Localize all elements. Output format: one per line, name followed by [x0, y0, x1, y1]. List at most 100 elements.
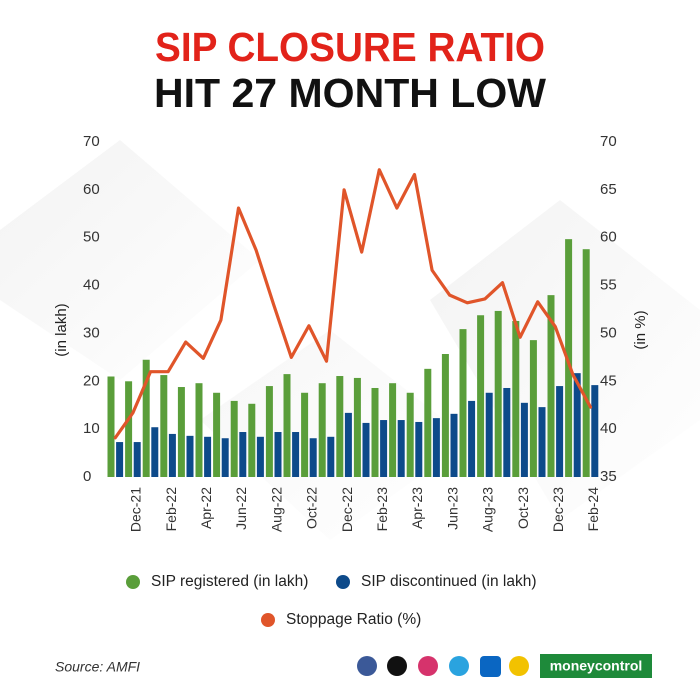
bg-shape — [200, 330, 470, 540]
y-axis-title: (in lakh) — [53, 303, 70, 356]
legend-swatch — [261, 613, 275, 627]
icon — [449, 656, 469, 676]
bar — [503, 387, 511, 477]
bar — [274, 432, 282, 477]
bar — [397, 420, 405, 477]
bar — [116, 442, 124, 477]
bar — [230, 400, 238, 477]
y2-axis-title: (in %) — [632, 310, 649, 349]
x-tick-label: Feb-22 — [163, 487, 179, 532]
bar — [591, 385, 599, 477]
y2-tick-label: 55 — [600, 277, 617, 294]
bar — [204, 436, 212, 477]
bar — [248, 403, 256, 477]
bar — [125, 381, 133, 477]
bar — [512, 320, 520, 477]
y2-tick-label: 60 — [600, 229, 617, 246]
x-tick-label: Dec-23 — [550, 487, 566, 532]
bar — [477, 315, 485, 477]
bar — [265, 386, 273, 477]
bar — [309, 438, 317, 477]
bar — [432, 418, 440, 477]
y2-tick-label: 40 — [600, 420, 617, 437]
bar — [380, 420, 388, 477]
plot-area: 0 10 20 30 40 50 60 70 35 40 45 50 55 60 65 70 Dec-21 Feb… — [83, 133, 617, 532]
x-tick-label: Oct-22 — [304, 487, 320, 529]
bar — [292, 432, 300, 477]
bar — [547, 295, 555, 477]
bar — [186, 435, 194, 477]
legend: SIP registered (in lakh) SIP discontinued… — [126, 573, 536, 628]
legend-label: Stoppage Ratio (%) — [286, 611, 421, 628]
bar — [107, 376, 115, 477]
bar — [177, 387, 185, 477]
y-tick-label: 40 — [83, 277, 100, 294]
x-tick-label: Dec-21 — [128, 487, 144, 532]
x-tick-label: Aug-23 — [480, 487, 496, 532]
bar — [450, 413, 458, 477]
x-tick-label: Jun-22 — [233, 487, 249, 530]
bar — [318, 383, 326, 477]
bar — [353, 377, 361, 477]
y-tick-label: 20 — [83, 372, 100, 389]
x-tick-label: Feb-24 — [585, 487, 601, 532]
bar — [168, 433, 176, 477]
legend-swatch — [126, 575, 140, 589]
icon — [509, 656, 529, 676]
brand: moneycontrol — [550, 658, 643, 674]
chart-title: SIP CLOSURE RATIO — [155, 24, 545, 70]
bar — [424, 368, 432, 477]
bar — [133, 442, 141, 477]
bar — [415, 421, 423, 477]
bar — [151, 427, 159, 477]
bg-shape — [430, 200, 700, 520]
y2-tick-label: 70 — [600, 133, 617, 150]
bar — [538, 407, 546, 477]
bar — [459, 329, 467, 477]
bar — [336, 376, 344, 477]
y-tick-label: 50 — [83, 229, 100, 246]
bar — [406, 392, 414, 477]
y2-tick-label: 45 — [600, 372, 617, 389]
icon — [480, 656, 501, 677]
y-tick-label: 70 — [83, 133, 100, 150]
bar — [301, 392, 309, 477]
brand-box — [540, 654, 652, 678]
icon — [357, 656, 377, 676]
bar — [485, 392, 493, 477]
bar — [362, 422, 370, 477]
legend-swatch — [336, 575, 350, 589]
bar — [160, 375, 168, 477]
bar — [389, 383, 397, 477]
x-tick-label: Dec-22 — [339, 487, 355, 532]
bar — [520, 402, 528, 477]
chart-subtitle: HIT 27 MONTH LOW — [154, 70, 546, 116]
y-tick-label: 60 — [83, 181, 100, 198]
y2-tick-label: 35 — [600, 468, 617, 485]
x-tick-label: Apr-22 — [198, 487, 214, 529]
bar — [441, 354, 449, 477]
icon — [418, 656, 438, 676]
y-tick-label: 0 — [83, 468, 91, 485]
bar — [468, 400, 476, 477]
bar — [582, 249, 590, 477]
bar — [556, 386, 564, 477]
bar — [239, 432, 247, 477]
x-tick-label: Oct-23 — [515, 487, 531, 529]
bar — [213, 392, 221, 477]
y2-tick-label: 50 — [600, 324, 617, 341]
bar — [371, 387, 379, 477]
bg-shape — [0, 140, 260, 380]
bar — [283, 374, 291, 477]
x-tick-label: Aug-22 — [268, 487, 284, 532]
bar — [195, 383, 203, 477]
source: Source: AMFI — [55, 659, 140, 675]
bar — [565, 239, 573, 477]
x-tick-label: Jun-23 — [444, 487, 460, 530]
y2-tick-label: 65 — [600, 181, 617, 198]
icon — [387, 656, 407, 676]
bar — [142, 359, 150, 477]
bar — [221, 438, 229, 477]
social-icons — [357, 656, 529, 677]
